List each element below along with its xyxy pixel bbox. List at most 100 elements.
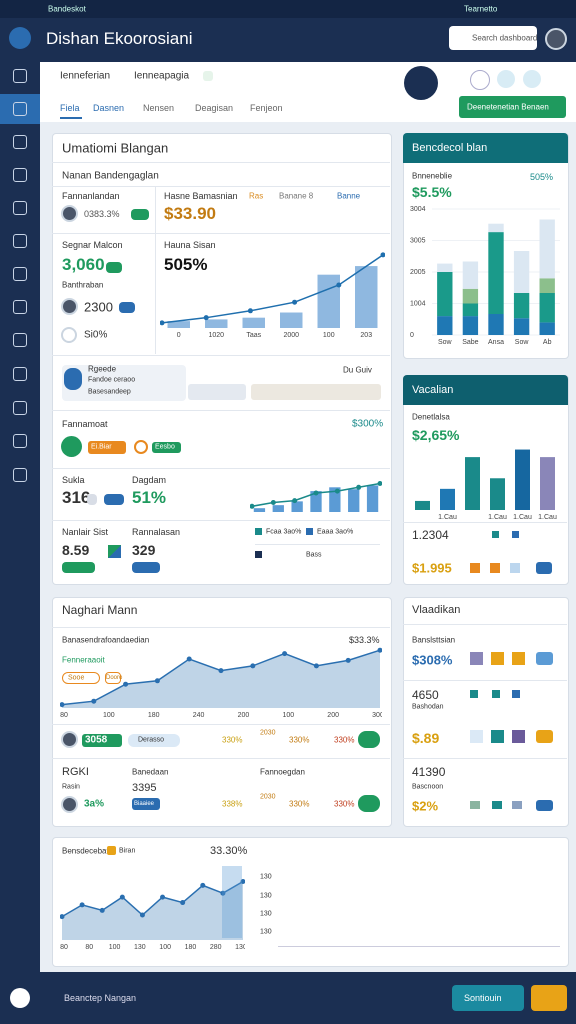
point xyxy=(119,894,125,900)
x-tick-label: 0 xyxy=(177,332,181,339)
x-tick-label: 80 xyxy=(60,944,68,951)
y-tick-label: 2005 xyxy=(410,269,426,276)
bar-segment xyxy=(513,251,530,293)
stat: 330% xyxy=(334,799,355,809)
chart: 0 1004 2005 3005 3004 Sow Sabe Ansa Sow Ab xyxy=(410,206,560,346)
bar xyxy=(205,319,228,328)
point xyxy=(91,698,97,704)
nav-icon[interactable] xyxy=(13,401,27,415)
label: Rasin xyxy=(62,783,80,791)
nav-icon[interactable] xyxy=(13,300,27,314)
stat: 330% xyxy=(289,799,310,809)
nav-icon[interactable] xyxy=(13,234,27,248)
swatch xyxy=(470,801,480,809)
x-tick-label: 200 xyxy=(238,712,250,719)
y-tick-label: 3004 xyxy=(410,206,426,213)
tab[interactable]: Nensen xyxy=(143,103,175,113)
nav-icon[interactable] xyxy=(13,135,27,149)
nav-icon[interactable] xyxy=(13,434,27,448)
swatch xyxy=(492,690,500,698)
value: 3a% xyxy=(84,798,105,810)
point xyxy=(99,907,105,913)
bar xyxy=(167,321,190,328)
dropdown[interactable]: Beanctep Nangan xyxy=(64,993,137,1003)
tab[interactable]: Dasnen xyxy=(93,103,125,113)
x-tick-label: 100 xyxy=(103,712,115,719)
chart: 0 1020 Taas 2000 100 203 xyxy=(160,252,385,339)
nav-icon[interactable] xyxy=(13,267,27,281)
point xyxy=(160,894,166,900)
avatar xyxy=(61,298,78,315)
label: Fannoegdan xyxy=(260,767,305,777)
label: Segnar Malcon xyxy=(62,240,123,250)
pill xyxy=(104,494,124,505)
icon-button[interactable] xyxy=(358,795,380,812)
tab[interactable]: Fenjeon xyxy=(250,103,283,113)
bar-segment xyxy=(462,288,479,304)
tab[interactable]: Fiela xyxy=(60,103,80,113)
icon-button[interactable] xyxy=(531,985,567,1011)
icon-button[interactable] xyxy=(536,652,553,665)
point xyxy=(313,490,319,496)
legend-swatch xyxy=(306,528,313,535)
bar xyxy=(291,501,303,512)
stat: 2030 xyxy=(260,729,276,737)
placeholder xyxy=(251,384,381,400)
x-tick-label: Ansa xyxy=(488,339,504,346)
x-tick-label: 1.Cau xyxy=(538,514,557,521)
icon-button[interactable] xyxy=(358,731,380,748)
axis-label: 130 xyxy=(260,892,272,900)
nav-icon[interactable] xyxy=(13,69,27,83)
primary-button[interactable] xyxy=(452,985,524,1011)
icon-button[interactable] xyxy=(497,70,515,88)
nav-icon[interactable] xyxy=(13,333,27,347)
nav-icon[interactable] xyxy=(13,468,27,482)
nav-icon[interactable] xyxy=(13,367,27,381)
axis-line xyxy=(278,946,560,947)
bar xyxy=(440,488,455,510)
tab[interactable]: Deagisan xyxy=(195,103,234,113)
icon xyxy=(134,440,148,454)
nav-icon[interactable] xyxy=(13,168,27,182)
swatch xyxy=(492,801,502,809)
primary-button[interactable] xyxy=(459,96,566,118)
icon-button[interactable] xyxy=(470,70,490,90)
value: 316 xyxy=(62,488,91,507)
search-box[interactable] xyxy=(449,26,537,50)
icon-button[interactable] xyxy=(523,70,541,88)
pill xyxy=(132,562,160,573)
swatch xyxy=(470,563,480,573)
banner-title: Rgeede xyxy=(88,364,117,374)
x-tick-label: 180 xyxy=(185,944,197,951)
point xyxy=(203,315,209,321)
icon-button[interactable] xyxy=(536,800,553,811)
icon-button[interactable] xyxy=(536,730,553,743)
label: Bashodan xyxy=(412,703,444,711)
card-title: Bencdecol blan xyxy=(412,142,488,154)
value: 8.59 xyxy=(62,542,90,558)
legend-label: Fcaa 3ao% xyxy=(266,528,302,536)
x-tick-label: 100 xyxy=(282,712,294,719)
label: Bascnoon xyxy=(412,783,444,791)
point xyxy=(247,308,253,314)
nav-icon[interactable] xyxy=(13,201,27,215)
swatch xyxy=(490,563,500,573)
x-tick-label: 100 xyxy=(109,944,121,951)
value: $5.5% xyxy=(412,184,452,200)
point xyxy=(220,890,226,896)
nav-icon[interactable] xyxy=(13,102,27,116)
icon-button[interactable] xyxy=(404,66,438,100)
bar xyxy=(348,489,360,512)
legend-swatch xyxy=(255,528,262,535)
status-text: Bandeskot xyxy=(48,4,86,14)
point xyxy=(139,912,145,918)
icon-button[interactable] xyxy=(536,562,552,574)
avatar[interactable] xyxy=(545,28,567,50)
status-text: Tearnetto xyxy=(464,4,498,14)
bar-segment xyxy=(488,232,504,314)
value: 51% xyxy=(132,488,167,507)
icon-button[interactable] xyxy=(10,988,30,1008)
label: Hauna Sisan xyxy=(164,240,216,250)
swatch xyxy=(512,801,522,809)
bar xyxy=(317,274,340,328)
